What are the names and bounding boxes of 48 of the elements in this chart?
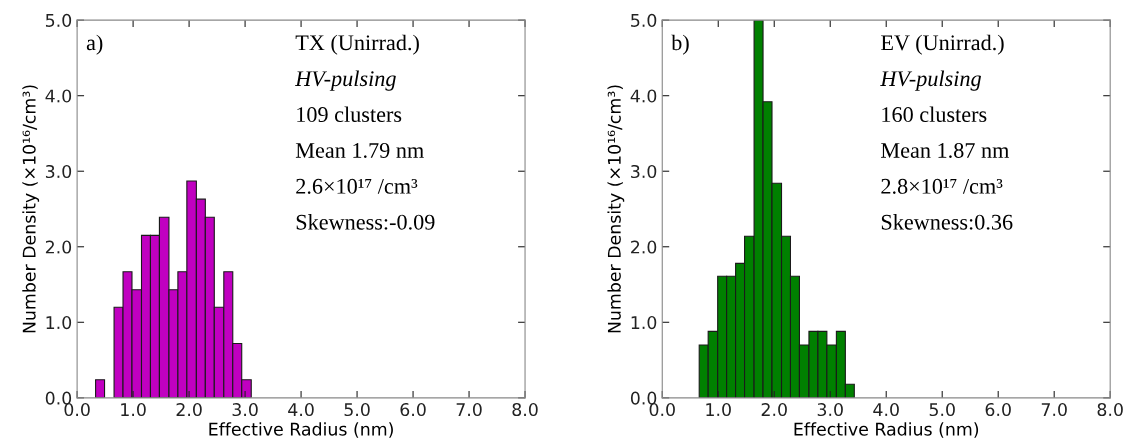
y-tick-label: 0.0 [630, 391, 657, 405]
y-tick-label: 1.0 [631, 316, 657, 330]
x-tick-label: 6.0 [400, 402, 426, 417]
annotation: Mean 1.87 nm [881, 142, 1010, 158]
x-tick-label: 6.0 [985, 402, 1011, 417]
annotation: 2.6×10¹⁷ /cm³ [296, 178, 418, 194]
annotation: TX (Unirrad.) [295, 34, 419, 55]
annotation: a) [86, 34, 103, 55]
y-tick-label: 0.0 [45, 391, 72, 405]
y-axis-title: Number Density (×10¹⁶/cm³) [22, 85, 40, 333]
y-tick-label: 4.0 [45, 89, 72, 103]
annotation: Mean 1.79 nm [295, 142, 424, 158]
annotation: EV (Unirrad.) [881, 34, 1004, 55]
y-tick-label: 3.0 [631, 164, 657, 179]
annotation: 2.8×10¹⁷ /cm³ [881, 178, 1003, 194]
x-tick-label: 5.0 [344, 402, 370, 417]
x-tick-label: 8.0 [1097, 402, 1123, 417]
x-tick-label: 3.0 [817, 402, 843, 417]
x-tick-label: 0.0 [64, 402, 90, 417]
x-tick-label: 1.0 [706, 402, 731, 417]
y-tick-label: 4.0 [630, 89, 657, 103]
annotation: HV-pulsing [295, 70, 396, 91]
y-axis-title: Number Density (×10¹⁶/cm³) [607, 85, 625, 333]
y-tick-label: 2.0 [631, 240, 657, 254]
x-tick-label: 1.0 [121, 402, 146, 417]
x-tick-label: 7.0 [1041, 402, 1067, 417]
annotation: b) [671, 34, 689, 55]
x-tick-label: 2.0 [176, 402, 202, 417]
x-tick-label: 0.0 [649, 402, 675, 417]
annotation: Skewness:-0.09 [296, 214, 435, 230]
x-axis-title: Effective Radius (nm) [209, 422, 393, 438]
y-tick-label: 2.0 [45, 240, 72, 254]
y-tick-label: 5.0 [631, 13, 657, 27]
x-tick-label: 5.0 [929, 402, 955, 417]
annotation: 109 clusters [297, 106, 402, 123]
x-tick-label: 8.0 [512, 402, 538, 417]
x-axis-title: Effective Radius (nm) [794, 422, 979, 438]
x-tick-label: 3.0 [232, 402, 258, 417]
annotation: HV-pulsing [880, 70, 981, 91]
x-tick-label: 4.0 [873, 402, 899, 417]
x-tick-label: 2.0 [761, 402, 787, 417]
y-tick-label: 1.0 [46, 316, 72, 330]
x-tick-label: 4.0 [288, 402, 314, 417]
y-tick-label: 3.0 [45, 164, 72, 179]
annotation: Skewness:0.36 [881, 214, 1013, 230]
annotation: 160 clusters [882, 106, 987, 123]
x-tick-label: 7.0 [456, 402, 482, 417]
y-tick-label: 5.0 [45, 13, 72, 27]
